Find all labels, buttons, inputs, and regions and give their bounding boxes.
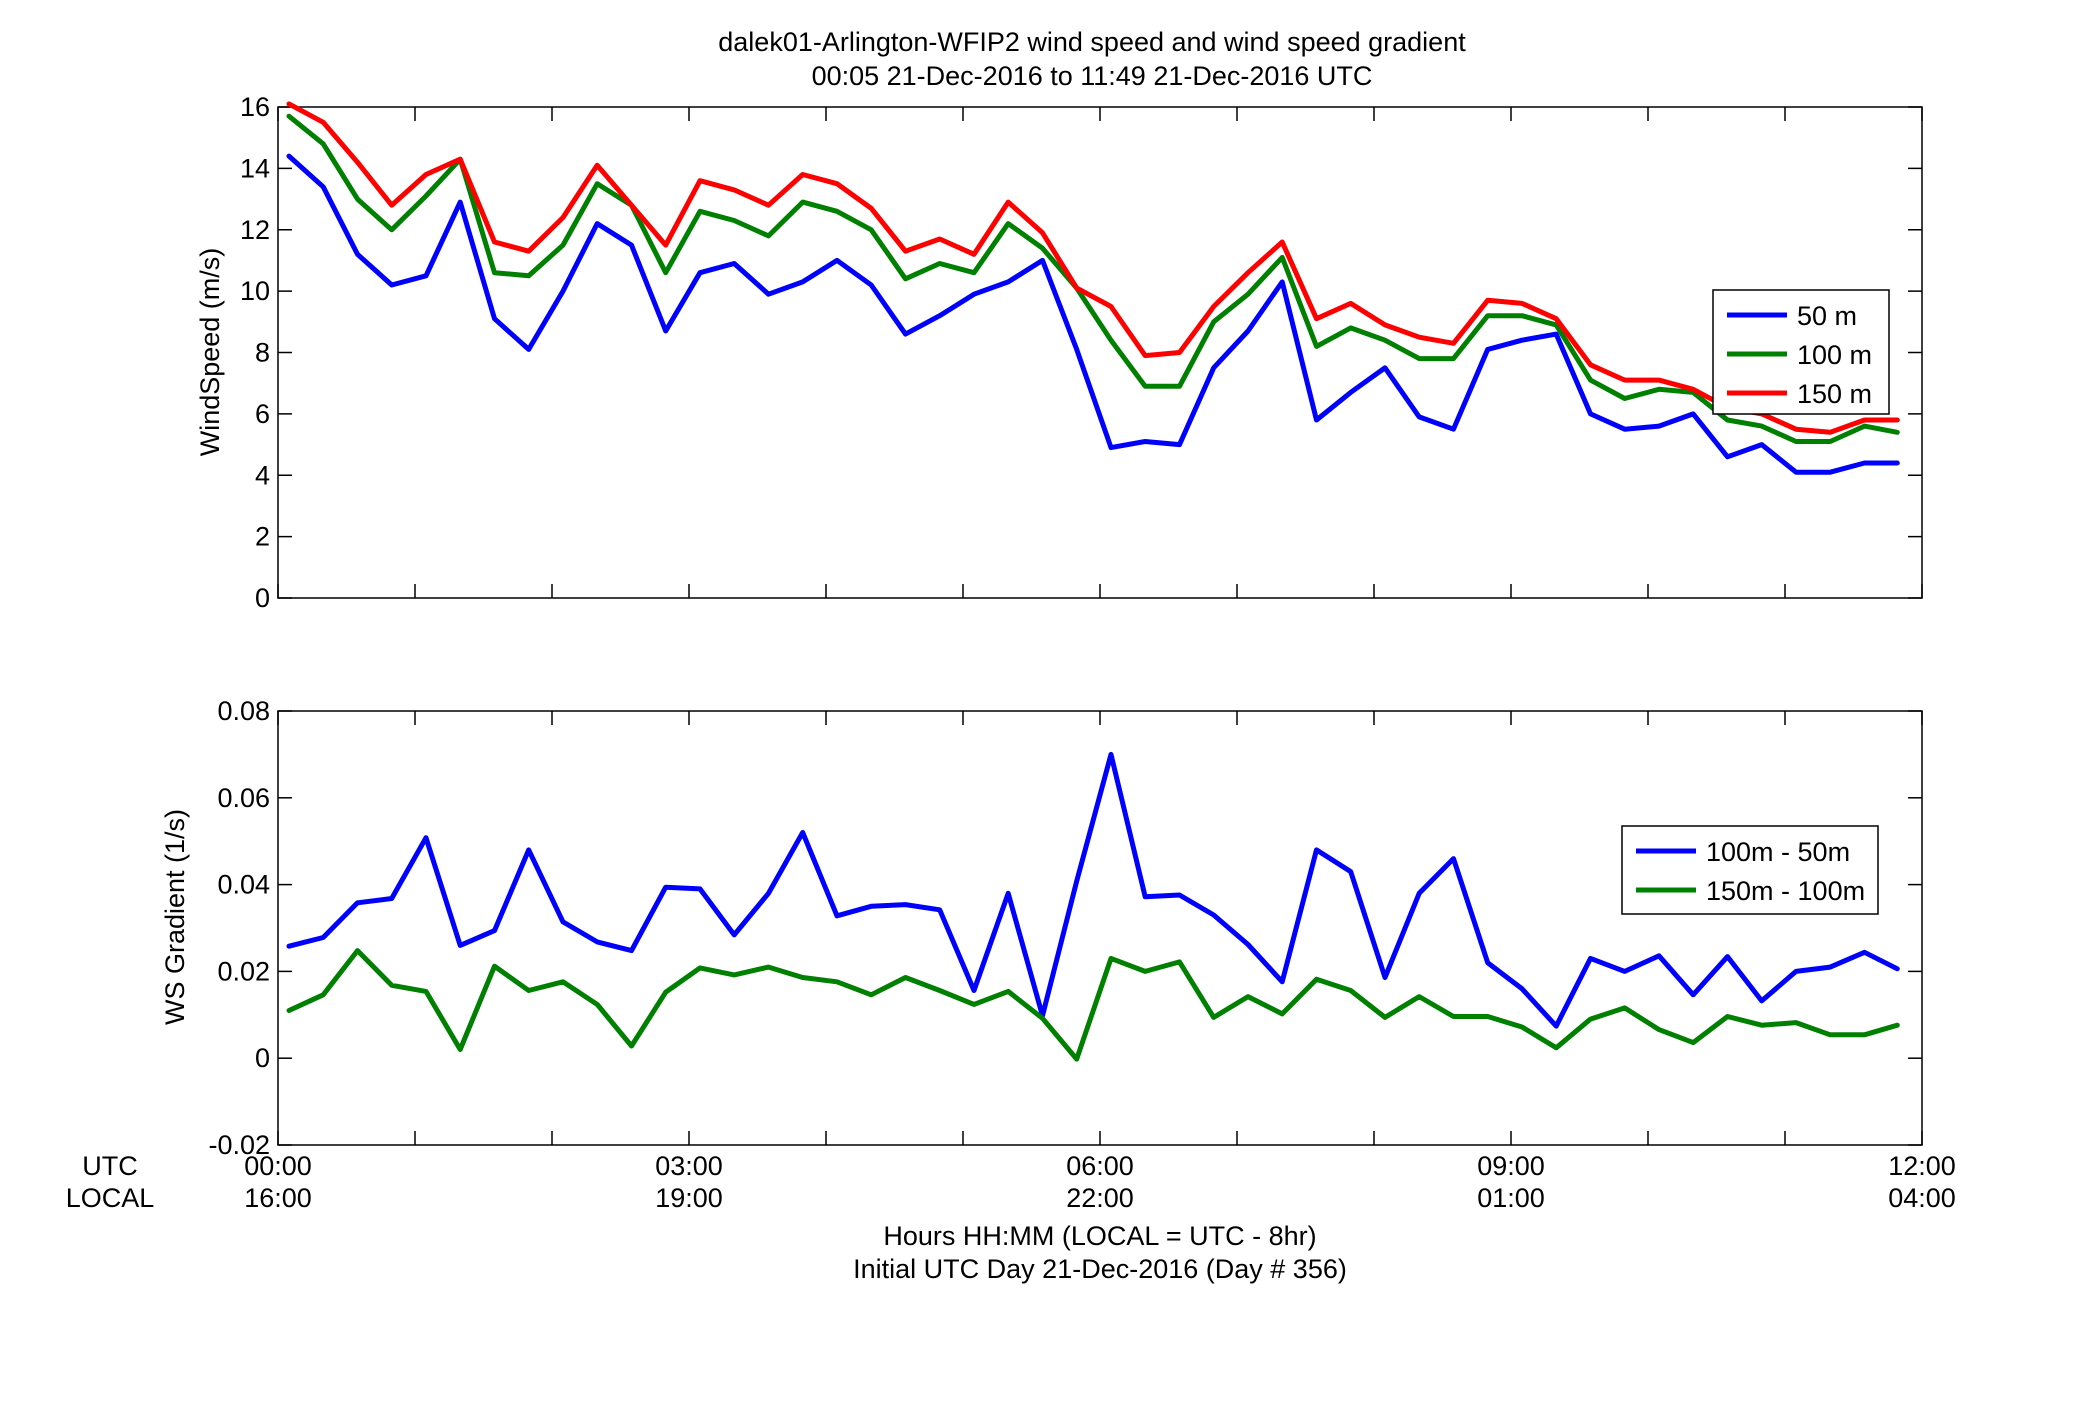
- series-line-50-m: [286, 153, 1900, 475]
- x-axis-label-line1: Hours HH:MM (LOCAL = UTC - 8hr): [883, 1221, 1316, 1251]
- y-tick-label: 0: [255, 1043, 270, 1073]
- x-tick-label-utc: 12:00: [1888, 1151, 1956, 1181]
- x-tick-label-utc: 06:00: [1066, 1151, 1134, 1181]
- x-row-label-local: LOCAL: [66, 1183, 155, 1213]
- legend-label: 150 m: [1797, 379, 1872, 409]
- legend-label: 100 m: [1797, 340, 1872, 370]
- y-tick-label: 4: [255, 460, 270, 490]
- series-line-150-m: [286, 101, 1900, 435]
- wind-speed-y-axis-label: WindSpeed (m/s): [195, 248, 225, 457]
- y-tick-label: 0: [255, 583, 270, 613]
- y-tick-label: 0.02: [217, 956, 270, 986]
- legend: 50 m 100 m 150 m: [1712, 289, 1890, 415]
- y-tick-label: 8: [255, 338, 270, 368]
- y-tick-label: 12: [240, 215, 270, 245]
- wind-speed-panel: WindSpeed (m/s) 0 2 4 6 8 10 12 14 16 50 m 100 m 15…: [195, 92, 1923, 613]
- x-tick-label-utc: 00:00: [244, 1151, 312, 1181]
- legend-label: 100m - 50m: [1706, 837, 1850, 867]
- series-line-100-m: [286, 113, 1900, 444]
- figure-title-line2: 00:05 21-Dec-2016 to 11:49 21-Dec-2016 U…: [812, 61, 1373, 91]
- ws-gradient-panel: WS Gradient (1/s) -0.02 0 0.02 0.04 0.06 0.08…: [160, 696, 1923, 1160]
- x-tick-label-local: 04:00: [1888, 1183, 1956, 1213]
- series-line-100m-50m: [286, 751, 1900, 1029]
- y-tick-label: 2: [255, 522, 270, 552]
- x-tick-label-local: 19:00: [655, 1183, 723, 1213]
- x-tick-label-utc: 09:00: [1477, 1151, 1545, 1181]
- y-tick-label: 10: [240, 276, 270, 306]
- series-line-150m-100m: [286, 948, 1900, 1062]
- x-tick-label-local: 22:00: [1066, 1183, 1134, 1213]
- y-tick-label: 0.06: [217, 783, 270, 813]
- figure-title-line1: dalek01-Arlington-WFIP2 wind speed and w…: [718, 27, 1466, 57]
- legend: 100m - 50m 150m - 100m: [1621, 825, 1879, 915]
- x-tick-label-local: 16:00: [244, 1183, 312, 1213]
- y-tick-label: 0.04: [217, 870, 270, 900]
- x-row-label-utc: UTC: [82, 1151, 138, 1181]
- x-tick-label-utc: 03:00: [655, 1151, 723, 1181]
- legend-box: [1621, 825, 1879, 915]
- y-tick-label: 6: [255, 399, 270, 429]
- y-tick-label: 16: [240, 92, 270, 122]
- legend-label: 50 m: [1797, 301, 1857, 331]
- x-axis-label-line2: Initial UTC Day 21-Dec-2016 (Day # 356): [853, 1254, 1347, 1284]
- y-tick-label: 14: [240, 153, 270, 183]
- legend-label: 150m - 100m: [1706, 876, 1865, 906]
- x-tick-label-local: 01:00: [1477, 1183, 1545, 1213]
- y-tick-label: -0.02: [208, 1130, 270, 1160]
- ws-gradient-y-axis-label: WS Gradient (1/s): [160, 809, 190, 1025]
- y-tick-label: 0.08: [217, 696, 270, 726]
